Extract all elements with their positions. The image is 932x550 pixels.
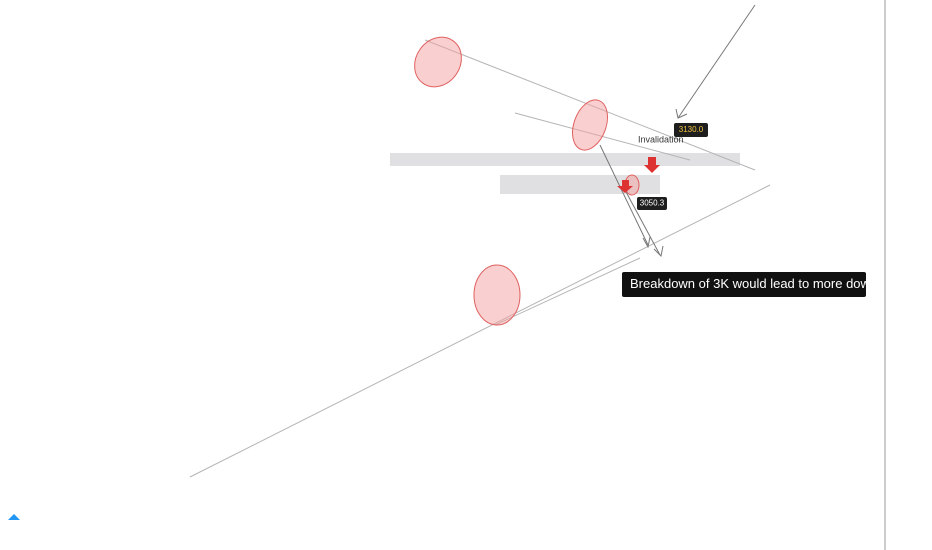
ellipse [473, 264, 521, 326]
arrow-head [653, 245, 664, 258]
signals [617, 157, 660, 193]
annotations: Invalidation 3130.0 3050.3 Breakdown of … [622, 123, 901, 297]
down-arrow [617, 180, 633, 193]
down-arrow [644, 157, 660, 173]
trend-line [189, 184, 771, 478]
invalidation-label: Invalidation [638, 134, 684, 144]
arrow [599, 144, 649, 246]
tag-label: 3130.0 [679, 125, 704, 134]
ellipse [414, 36, 462, 88]
highlights [414, 36, 640, 326]
arrow [677, 4, 756, 119]
axis-background [885, 0, 932, 550]
tag [674, 123, 708, 137]
zone [500, 175, 660, 194]
arrow [624, 189, 661, 256]
drawings [189, 4, 771, 478]
ellipse [572, 99, 608, 151]
logo [8, 514, 20, 520]
tag-label: 3050.3 [640, 199, 665, 208]
arrow-head [642, 236, 651, 249]
note: Breakdown of 3K would lead to more downs… [630, 276, 901, 291]
arrow-head [675, 108, 688, 119]
tag [637, 197, 667, 210]
note-box [622, 272, 866, 297]
trend-line [494, 257, 641, 326]
